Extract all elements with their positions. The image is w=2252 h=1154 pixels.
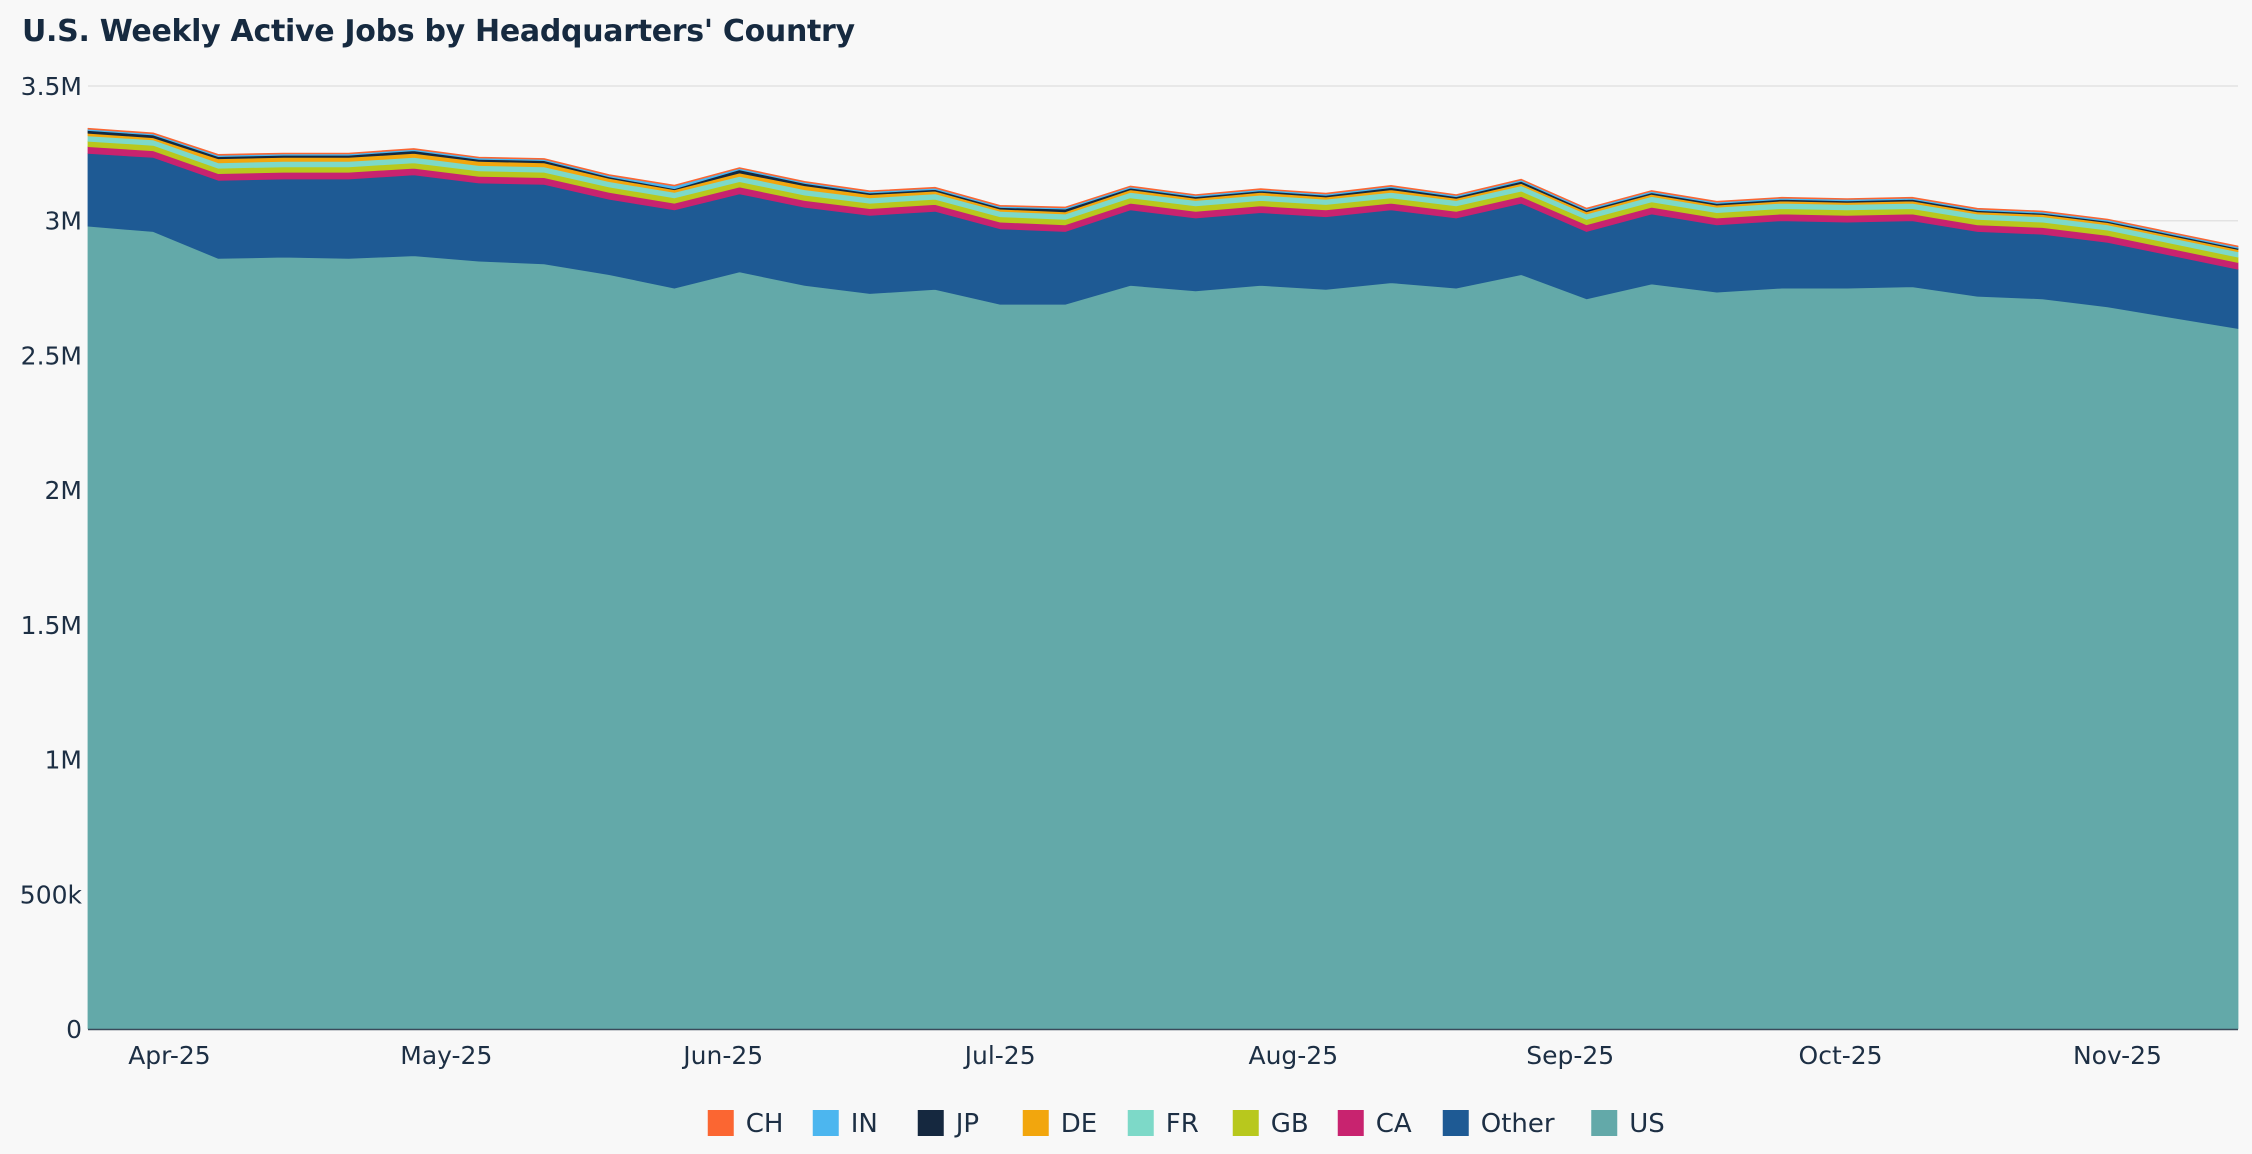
y-tick-label: 3.5M bbox=[21, 72, 82, 101]
x-tick-label: Oct-25 bbox=[1799, 1041, 1883, 1070]
legend: CH IN JP DE FR GB CA Other US bbox=[707, 1109, 1665, 1139]
legend-label: CA bbox=[1376, 1109, 1412, 1139]
legend-label: CH bbox=[746, 1109, 784, 1139]
area-series bbox=[87, 127, 2239, 1030]
legend-swatch bbox=[707, 1110, 734, 1136]
area-us[interactable] bbox=[87, 225, 2239, 1030]
legend-swatch bbox=[812, 1110, 839, 1136]
legend-swatch bbox=[1337, 1110, 1364, 1136]
y-tick-label: 3M bbox=[45, 207, 82, 236]
legend-label: US bbox=[1629, 1109, 1665, 1139]
x-tick-label: Jun-25 bbox=[681, 1041, 763, 1070]
y-axis-ticks: 0 500k 1M 1.5M 2M 2.5M 3M 3.5M bbox=[20, 72, 83, 1044]
chart-title: U.S. Weekly Active Jobs by Headquarters'… bbox=[22, 14, 855, 49]
y-tick-label: 2M bbox=[45, 476, 82, 505]
legend-item-jp[interactable]: JP bbox=[917, 1109, 979, 1139]
legend-swatch bbox=[1232, 1110, 1259, 1136]
legend-swatch bbox=[1591, 1110, 1618, 1136]
legend-item-de[interactable]: DE bbox=[1022, 1109, 1097, 1139]
legend-swatch bbox=[1127, 1110, 1154, 1136]
x-tick-label: Aug-25 bbox=[1248, 1041, 1338, 1070]
y-tick-label: 2.5M bbox=[21, 341, 82, 370]
y-tick-label: 500k bbox=[20, 880, 83, 909]
legend-label: Other bbox=[1481, 1109, 1555, 1139]
x-tick-label: Nov-25 bbox=[2073, 1041, 2162, 1070]
legend-item-other[interactable]: Other bbox=[1442, 1109, 1555, 1139]
legend-label: DE bbox=[1061, 1109, 1097, 1139]
legend-label: FR bbox=[1166, 1109, 1199, 1139]
x-tick-label: Sep-25 bbox=[1526, 1041, 1614, 1070]
legend-label: JP bbox=[954, 1109, 979, 1139]
legend-swatch bbox=[1442, 1110, 1469, 1136]
legend-label: IN bbox=[851, 1109, 878, 1139]
y-tick-label: 1M bbox=[45, 746, 82, 775]
legend-swatch bbox=[1022, 1110, 1049, 1136]
y-tick-label: 1.5M bbox=[21, 611, 82, 640]
legend-item-us[interactable]: US bbox=[1591, 1109, 1665, 1139]
legend-item-gb[interactable]: GB bbox=[1232, 1109, 1309, 1139]
legend-label: GB bbox=[1271, 1109, 1309, 1139]
x-axis-ticks: Apr-25 May-25 Jun-25 Jul-25 Aug-25 Sep-25 Oct-… bbox=[128, 1041, 2162, 1070]
y-tick-label: 0 bbox=[66, 1015, 82, 1044]
legend-item-ca[interactable]: CA bbox=[1337, 1109, 1412, 1139]
x-tick-label: May-25 bbox=[400, 1041, 492, 1070]
legend-swatch bbox=[917, 1110, 944, 1136]
area-ch[interactable] bbox=[87, 127, 2239, 248]
x-tick-label: Jul-25 bbox=[963, 1041, 1036, 1070]
legend-item-ch[interactable]: CH bbox=[707, 1109, 784, 1139]
legend-item-fr[interactable]: FR bbox=[1127, 1109, 1199, 1139]
x-tick-label: Apr-25 bbox=[128, 1041, 210, 1070]
legend-item-in[interactable]: IN bbox=[812, 1109, 878, 1139]
